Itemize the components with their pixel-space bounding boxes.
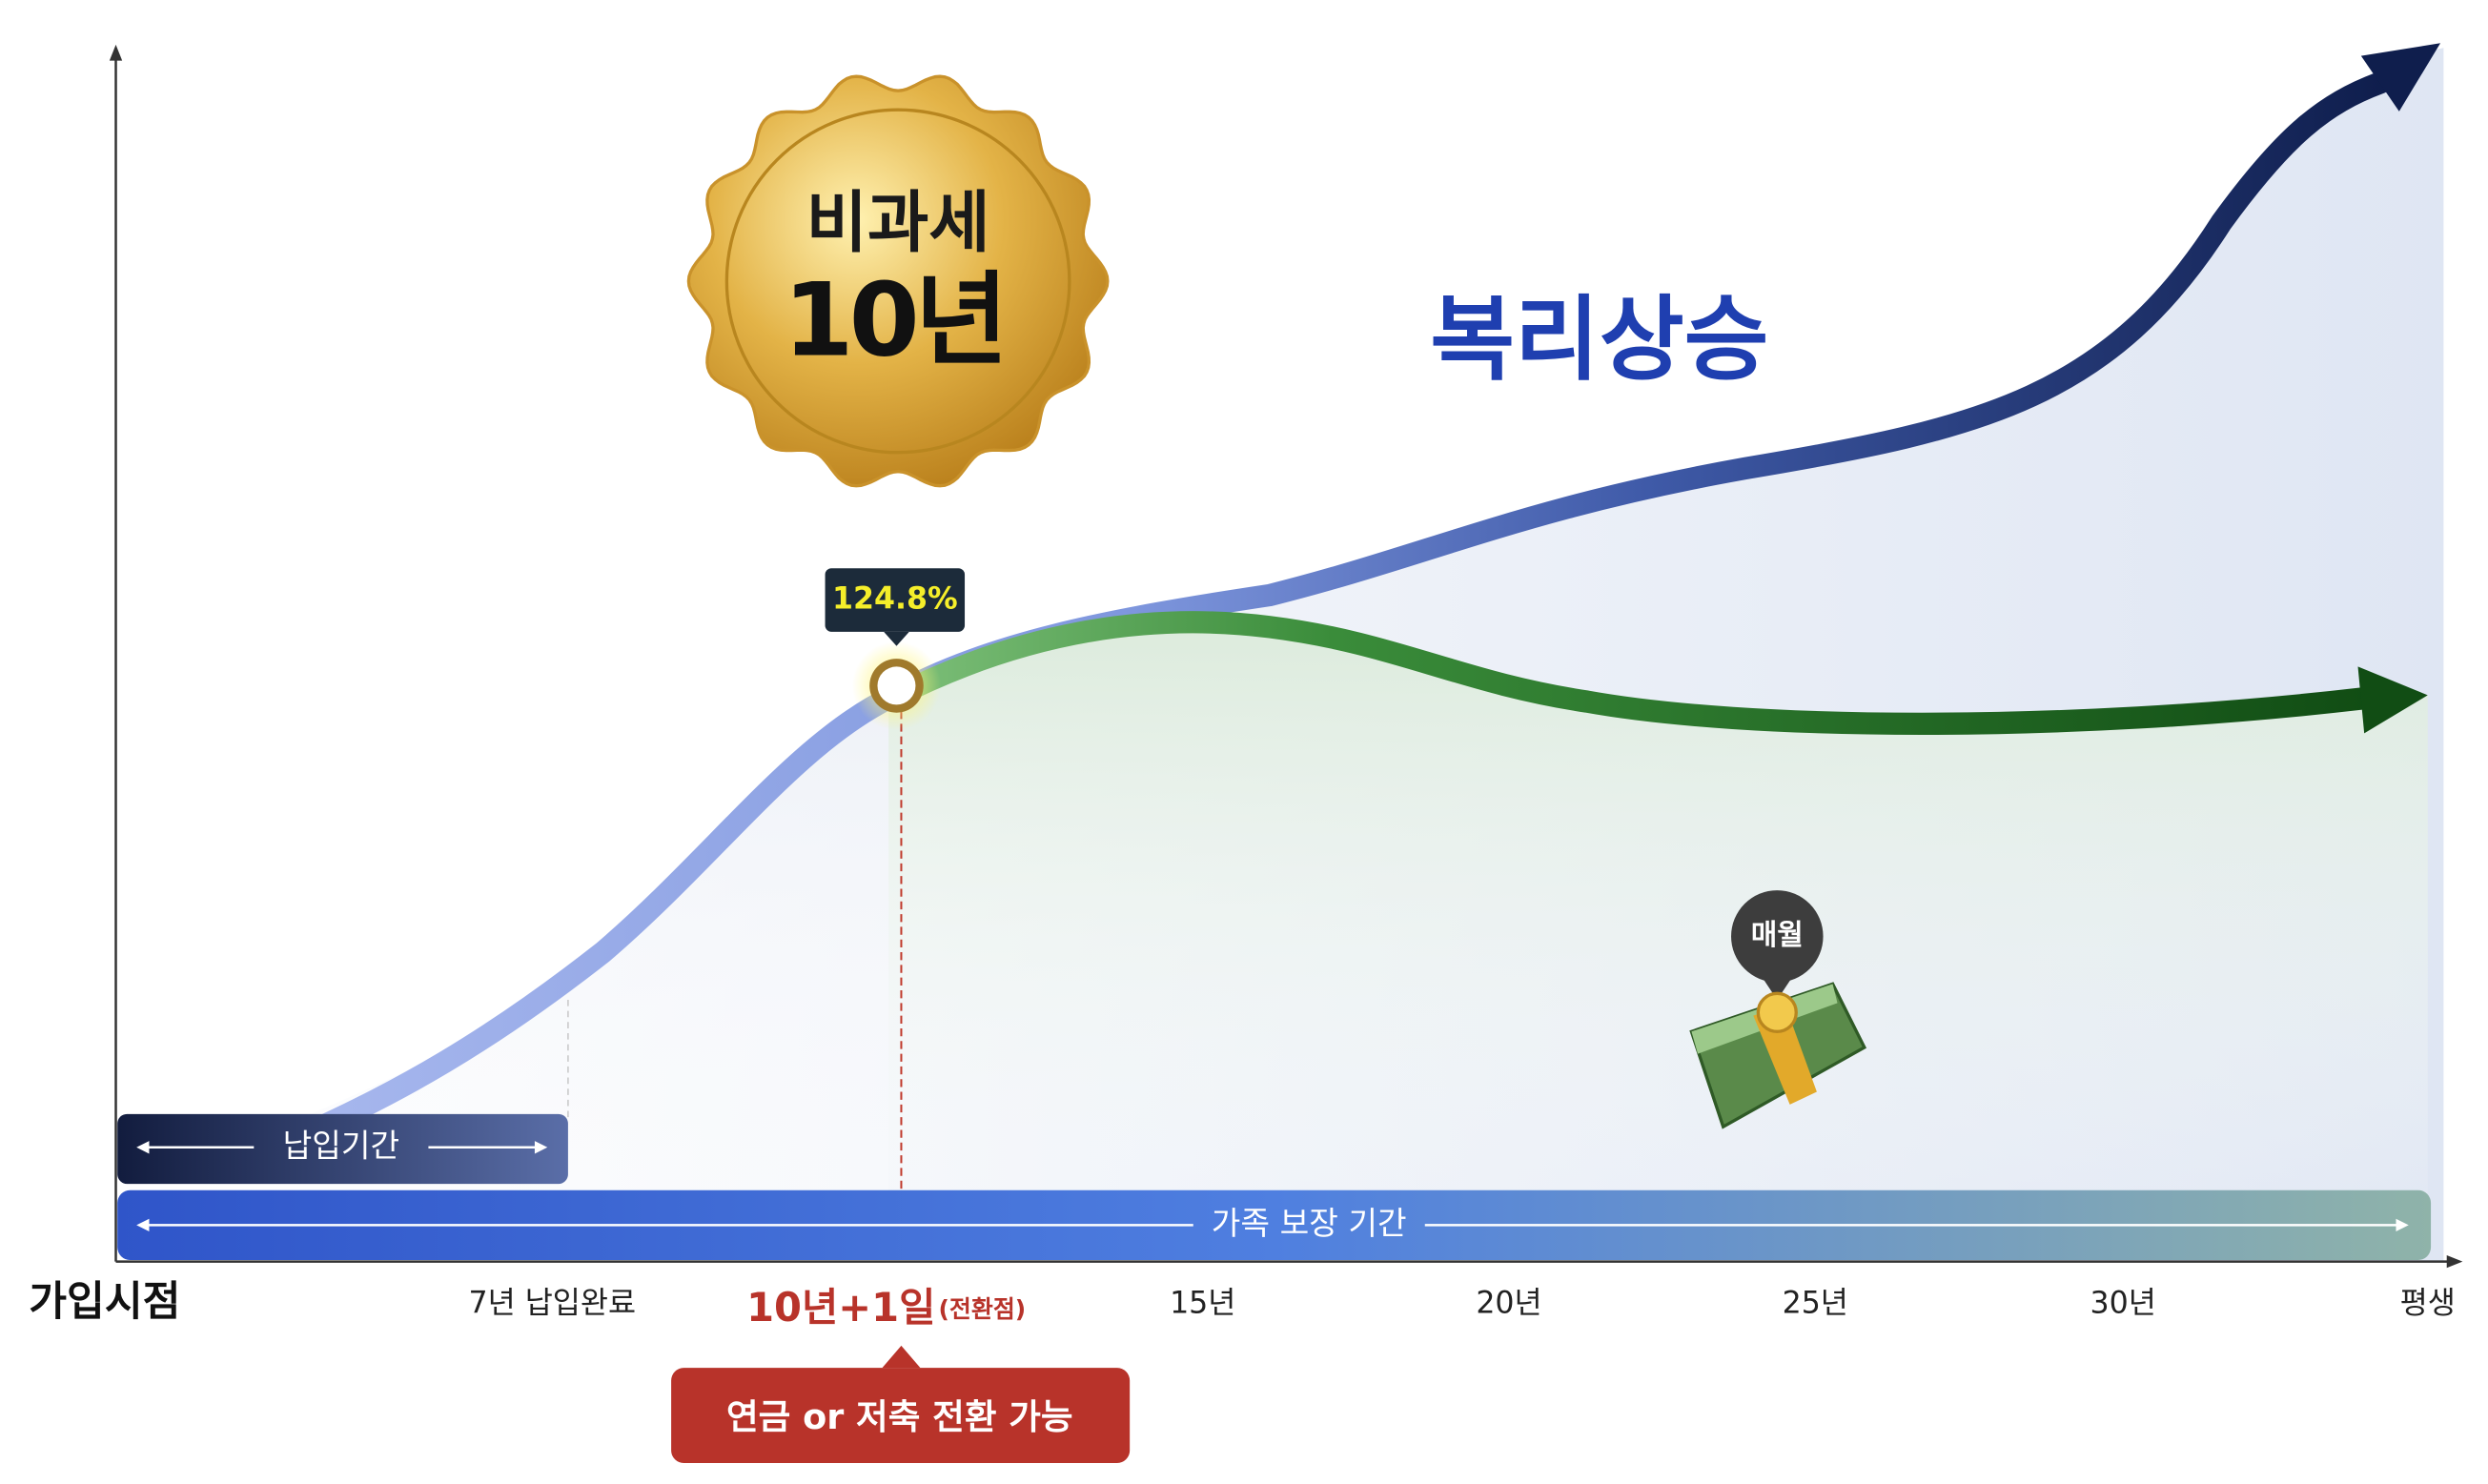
bar-arrow bbox=[2396, 1218, 2409, 1232]
callout-text: 연금 or 저축 전환 가능 bbox=[726, 1396, 1073, 1437]
compound-growth-line bbox=[274, 71, 2392, 1154]
badge-line2: 10년 bbox=[784, 262, 1004, 380]
bar-arrow bbox=[136, 1141, 150, 1154]
coverage-period: 가족 보장 기간 bbox=[1212, 1205, 1407, 1242]
y-axis-arrow bbox=[109, 44, 123, 61]
payment-bar bbox=[117, 1113, 568, 1185]
x-label: 30년 bbox=[2090, 1287, 2155, 1321]
coverage-bar bbox=[117, 1189, 2432, 1260]
x-axis-arrow bbox=[2446, 1254, 2463, 1269]
coin bbox=[1756, 991, 1798, 1033]
annuity-area bbox=[888, 621, 2428, 1262]
x-label: 평생 bbox=[2400, 1287, 2456, 1321]
x-label: 15년 bbox=[1170, 1287, 1235, 1321]
badge-shape bbox=[686, 74, 1110, 488]
annuity-line bbox=[880, 611, 2376, 735]
payment-period: 납입기간 bbox=[283, 1127, 399, 1164]
badge-line1: 비과세 bbox=[806, 184, 990, 261]
x-label: 20년 bbox=[1476, 1287, 1541, 1321]
bar-arrow bbox=[534, 1141, 548, 1154]
callout-tail bbox=[882, 1345, 921, 1369]
tooltip-tail bbox=[884, 631, 909, 646]
badge: 비과세 10년 bbox=[686, 74, 1110, 488]
point bbox=[877, 666, 916, 705]
bar-arrow bbox=[136, 1218, 150, 1232]
x-label: 가입시점 bbox=[29, 1278, 180, 1326]
bubble-text: 매월 bbox=[1751, 919, 1804, 952]
money-icon: 매월 bbox=[1689, 890, 1867, 1129]
headline: 복리상승 bbox=[1430, 286, 1768, 394]
point-tooltip bbox=[825, 568, 966, 632]
switch-point: 10년+1일 bbox=[746, 1284, 935, 1331]
bubble bbox=[1731, 890, 1824, 983]
x-label: 7년 납입완료 bbox=[468, 1287, 636, 1321]
callout bbox=[671, 1368, 1131, 1464]
annuity-arrowhead bbox=[2357, 666, 2428, 734]
switch-point-sub: (전환점) bbox=[939, 1295, 1027, 1323]
bubble-tail bbox=[1761, 976, 1793, 1000]
x-label: 25년 bbox=[1783, 1287, 1848, 1321]
badge-ring bbox=[724, 108, 1071, 455]
growth-arrowhead bbox=[2360, 43, 2441, 112]
point-label: 124.8% bbox=[832, 582, 958, 617]
